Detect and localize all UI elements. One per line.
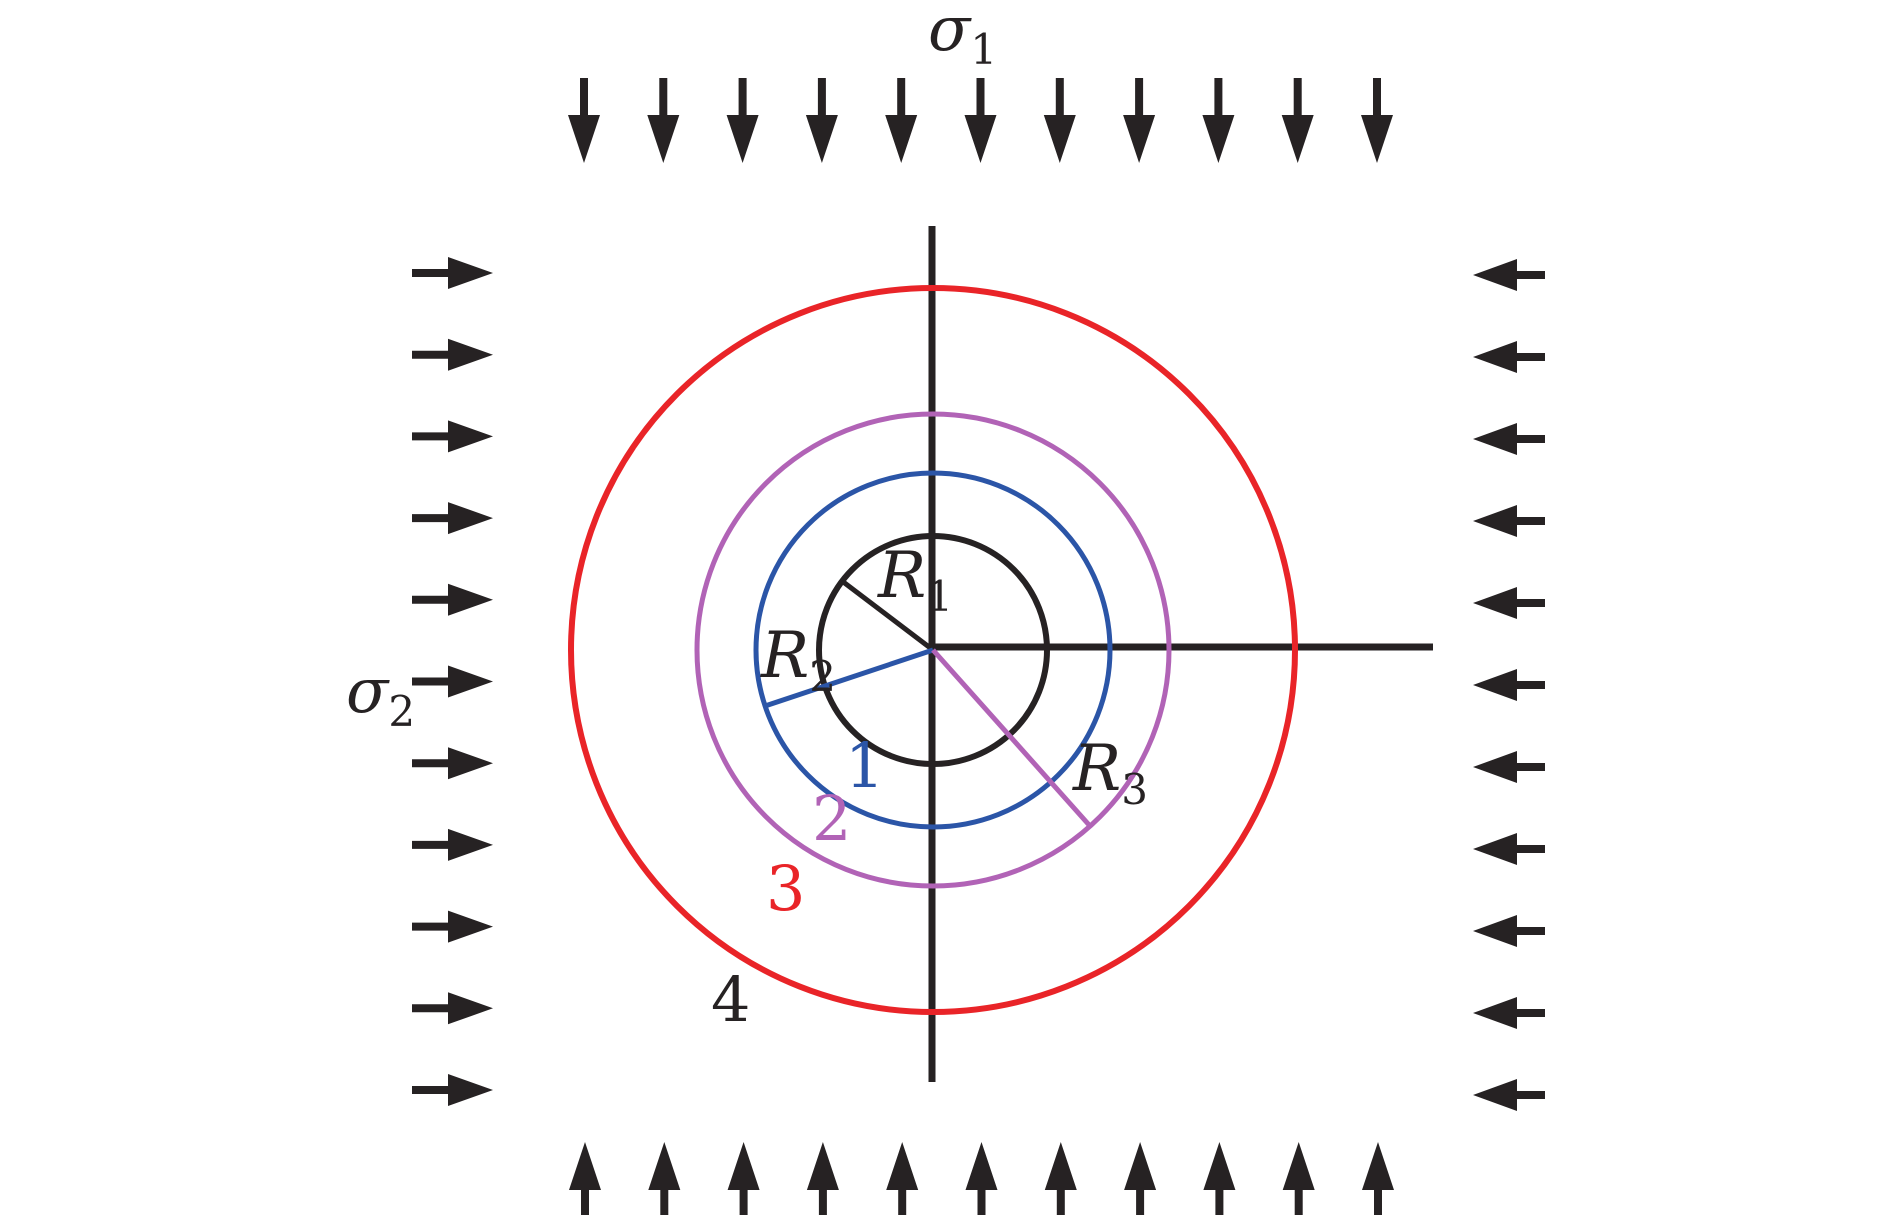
left-arrow: [1473, 833, 1545, 865]
right-arrow: [412, 1074, 493, 1106]
down-arrow: [1043, 78, 1076, 163]
sigma1-arrow-row-bottom: [569, 1142, 1394, 1215]
radius-line-r3: [931, 648, 1092, 828]
sigma2-subscript: 2: [388, 687, 415, 736]
up-arrow: [965, 1142, 998, 1215]
r1-subscript: 1: [926, 572, 953, 621]
r3-symbol: R: [1072, 732, 1121, 806]
sigma1-label: σ1: [928, 0, 997, 74]
circle-purple-r3: [694, 411, 1172, 889]
up-arrow: [1362, 1142, 1394, 1215]
zone-label-2: 2: [812, 782, 851, 855]
r1-label: R1: [877, 539, 953, 621]
down-arrow: [964, 78, 997, 163]
inner-circle-r1: [816, 533, 1050, 767]
zone-label-3: 3: [766, 852, 805, 925]
sigma2-label: σ2: [346, 654, 415, 736]
up-arrow: [648, 1142, 681, 1215]
up-arrow: [1124, 1142, 1157, 1215]
r3-subscript: 3: [1121, 765, 1148, 814]
up-arrow: [1044, 1142, 1077, 1215]
up-arrow: [569, 1142, 601, 1215]
right-arrow: [412, 420, 493, 453]
down-arrow: [805, 78, 838, 163]
right-arrow: [412, 910, 493, 943]
left-arrow: [1473, 259, 1545, 291]
right-arrow: [412, 502, 493, 535]
down-arrow: [1281, 78, 1314, 163]
right-arrow: [412, 257, 493, 289]
r1-symbol: R: [877, 539, 926, 613]
right-arrow: [412, 828, 493, 861]
up-arrow: [727, 1142, 760, 1215]
sigma2-arrow-col-left: [412, 257, 493, 1106]
right-arrow: [412, 583, 493, 616]
down-arrow: [1202, 78, 1235, 163]
up-arrow: [886, 1142, 919, 1215]
right-arrow: [412, 992, 493, 1025]
zone-label-4: 4: [711, 963, 750, 1036]
down-arrow: [1361, 78, 1393, 163]
down-arrow: [885, 78, 918, 163]
r3-label: R3: [1072, 732, 1148, 814]
up-arrow: [1282, 1142, 1315, 1215]
sigma2-arrow-col-right: [1473, 259, 1545, 1111]
radius-line-r1: [840, 579, 935, 652]
left-arrow: [1473, 997, 1545, 1029]
sigma1-symbol: σ: [928, 0, 972, 65]
left-arrow: [1473, 669, 1545, 701]
down-arrow: [568, 78, 600, 163]
zone-label-1: 1: [845, 729, 884, 802]
down-arrow: [1123, 78, 1156, 163]
r2-symbol: R: [760, 619, 809, 693]
up-arrow: [1203, 1142, 1236, 1215]
right-arrow: [412, 665, 493, 698]
left-arrow: [1473, 341, 1545, 373]
left-arrow: [1473, 915, 1545, 947]
radius-line-r2: [764, 647, 934, 709]
left-arrow: [1473, 587, 1545, 619]
outer-circle-red: [568, 285, 1298, 1015]
down-arrow: [647, 78, 680, 163]
right-arrow: [412, 338, 493, 371]
circle-blue-r2: [753, 470, 1113, 830]
left-arrow: [1473, 423, 1545, 455]
up-arrow: [806, 1142, 839, 1215]
right-arrow: [412, 747, 493, 780]
left-arrow: [1473, 505, 1545, 537]
sigma1-subscript: 1: [970, 25, 997, 74]
r2-subscript: 2: [809, 652, 836, 701]
left-arrow: [1473, 751, 1545, 783]
sigma2-symbol: σ: [346, 654, 390, 727]
left-arrow: [1473, 1079, 1545, 1111]
sigma1-arrow-row-top: [568, 78, 1393, 163]
r2-label: R2: [760, 619, 836, 701]
down-arrow: [726, 78, 759, 163]
